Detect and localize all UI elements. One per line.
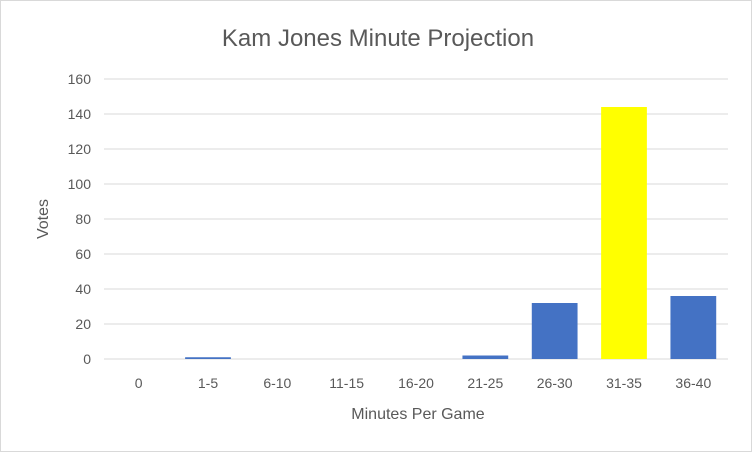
y-axis-ticks: 0 20 40 60 80 100 120 140 160 <box>68 71 92 367</box>
x-axis-ticks: 0 1-5 6-10 11-15 16-20 21-25 26-30 31-35 36-40 <box>135 375 712 391</box>
x-tick-label: 6-10 <box>263 375 291 391</box>
x-tick-label: 36-40 <box>675 375 711 391</box>
bar-1-5 <box>185 357 231 359</box>
bar-21-25 <box>462 355 509 359</box>
y-tick-label: 120 <box>68 141 92 157</box>
bar-31-35 <box>601 107 647 359</box>
x-tick-label: 1-5 <box>198 375 218 391</box>
y-tick-label: 140 <box>68 106 92 122</box>
bar-26-30 <box>531 303 578 359</box>
y-tick-label: 60 <box>75 246 91 262</box>
y-tick-label: 100 <box>68 176 92 192</box>
y-tick-label: 0 <box>83 351 91 367</box>
y-tick-label: 40 <box>75 281 91 297</box>
x-tick-label: 0 <box>135 375 143 391</box>
bar-36-40 <box>670 296 717 359</box>
gridlines <box>104 78 728 360</box>
chart-title: Kam Jones Minute Projection <box>222 25 534 52</box>
y-tick-label: 160 <box>68 71 92 87</box>
x-tick-label: 31-35 <box>606 375 642 391</box>
y-tick-label: 80 <box>75 211 91 227</box>
bars <box>185 107 717 359</box>
x-tick-label: 26-30 <box>537 375 573 391</box>
x-tick-label: 21-25 <box>467 375 503 391</box>
x-axis-title: Minutes Per Game <box>351 406 484 423</box>
x-tick-label: 16-20 <box>398 375 434 391</box>
y-axis-title: Votes <box>35 199 52 239</box>
x-tick-label: 11-15 <box>329 375 364 391</box>
y-tick-label: 20 <box>75 316 91 332</box>
